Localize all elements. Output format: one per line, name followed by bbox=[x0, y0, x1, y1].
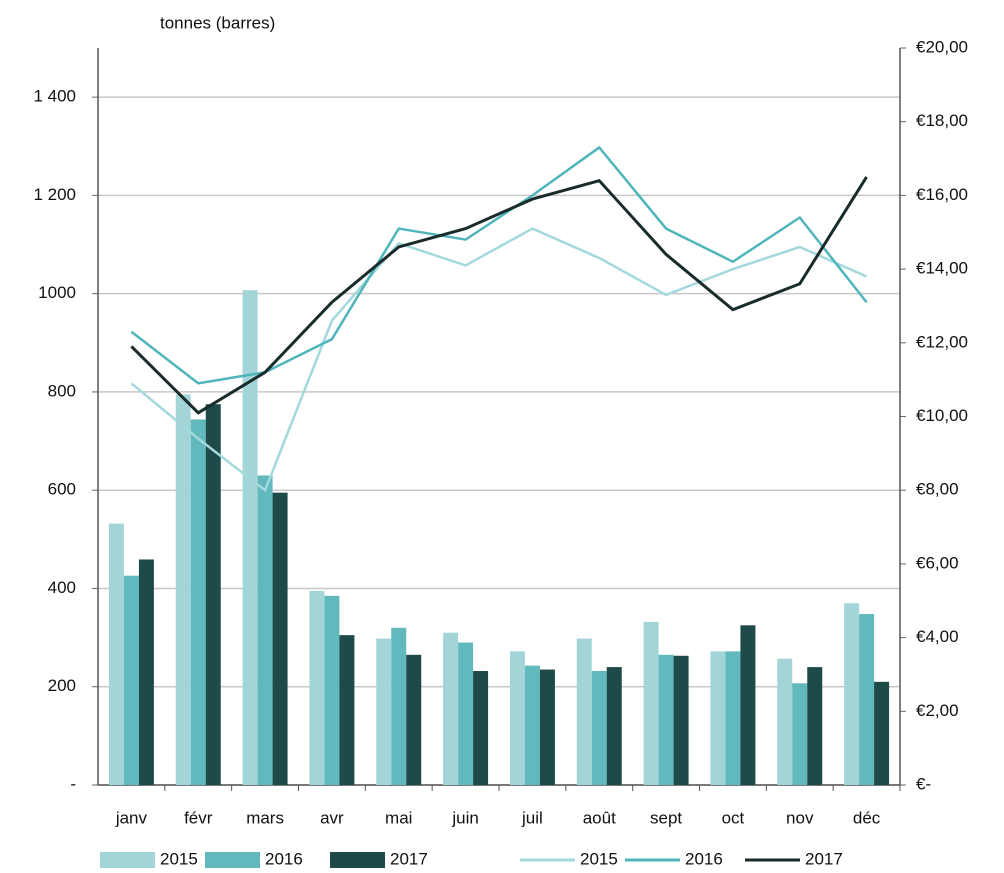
y2-tick-label: €4,00 bbox=[916, 627, 959, 646]
legend-label: 2016 bbox=[685, 849, 723, 868]
x-tick-label: janv bbox=[115, 808, 148, 827]
y2-tick-label: €2,00 bbox=[916, 701, 959, 720]
y2-tick-label: €20,00 bbox=[916, 37, 968, 56]
bar bbox=[473, 671, 489, 785]
bar bbox=[643, 621, 659, 785]
y-axis-label: tonnes (barres) bbox=[160, 13, 275, 32]
bar bbox=[710, 651, 726, 785]
x-tick-label: nov bbox=[786, 808, 814, 827]
y-tick-label: 400 bbox=[48, 578, 76, 597]
x-tick-label: juil bbox=[521, 808, 543, 827]
bar bbox=[257, 475, 273, 785]
x-tick-label: févr bbox=[184, 808, 213, 827]
bar bbox=[673, 655, 689, 785]
y2-tick-label: €10,00 bbox=[916, 406, 968, 425]
y-tick-label: 200 bbox=[48, 676, 76, 695]
legend-swatch bbox=[330, 852, 385, 868]
y-tick-label: 1 200 bbox=[33, 185, 76, 204]
bar bbox=[138, 559, 154, 785]
bar bbox=[272, 492, 288, 785]
bar bbox=[391, 627, 407, 785]
bar bbox=[376, 638, 392, 785]
y-tick-label: - bbox=[70, 774, 76, 793]
y2-tick-label: €16,00 bbox=[916, 185, 968, 204]
legend-swatch bbox=[205, 852, 260, 868]
line bbox=[130, 176, 868, 415]
bar bbox=[108, 523, 124, 785]
bar bbox=[576, 638, 592, 785]
line bbox=[130, 145, 868, 385]
bar bbox=[777, 658, 793, 785]
bar bbox=[509, 651, 525, 785]
bar bbox=[807, 667, 823, 785]
y-tick-label: 1 400 bbox=[33, 87, 76, 106]
legend-label: 2015 bbox=[160, 849, 198, 868]
legend-label: 2015 bbox=[580, 849, 618, 868]
bar bbox=[874, 681, 890, 785]
y2-tick-label: €6,00 bbox=[916, 553, 959, 572]
bar bbox=[606, 667, 622, 785]
bar bbox=[324, 595, 340, 785]
line bbox=[130, 227, 868, 493]
x-tick-label: oct bbox=[722, 808, 745, 827]
legend-label: 2017 bbox=[805, 849, 843, 868]
bar bbox=[591, 671, 607, 785]
y2-tick-label: €18,00 bbox=[916, 111, 968, 130]
x-tick-label: mai bbox=[385, 808, 412, 827]
bar bbox=[458, 642, 474, 785]
bar bbox=[443, 632, 459, 785]
y-tick-label: 1000 bbox=[38, 283, 76, 302]
x-tick-label: août bbox=[583, 808, 616, 827]
legend-label: 2016 bbox=[265, 849, 303, 868]
bar bbox=[190, 419, 206, 785]
x-tick-label: juin bbox=[451, 808, 478, 827]
y2-tick-label: €- bbox=[916, 774, 931, 793]
bar bbox=[524, 665, 540, 785]
bar bbox=[740, 625, 756, 785]
bar bbox=[406, 654, 422, 785]
bar bbox=[309, 590, 325, 785]
y2-tick-label: €12,00 bbox=[916, 332, 968, 351]
x-tick-label: avr bbox=[320, 808, 344, 827]
x-tick-label: sept bbox=[650, 808, 682, 827]
y2-tick-label: €8,00 bbox=[916, 480, 959, 499]
y-tick-label: 800 bbox=[48, 381, 76, 400]
bar bbox=[123, 575, 139, 785]
y2-tick-label: €14,00 bbox=[916, 259, 968, 278]
bar bbox=[859, 614, 875, 785]
bar bbox=[792, 683, 808, 785]
bar bbox=[242, 290, 258, 785]
bar bbox=[539, 669, 555, 785]
bar bbox=[844, 603, 860, 785]
bar bbox=[658, 654, 674, 785]
bar bbox=[205, 404, 221, 785]
x-tick-label: déc bbox=[853, 808, 881, 827]
x-tick-label: mars bbox=[246, 808, 284, 827]
bar bbox=[175, 394, 191, 785]
y-tick-label: 600 bbox=[48, 480, 76, 499]
bar bbox=[725, 651, 741, 785]
bar bbox=[339, 635, 355, 785]
legend-swatch bbox=[100, 852, 155, 868]
legend-label: 2017 bbox=[390, 849, 428, 868]
